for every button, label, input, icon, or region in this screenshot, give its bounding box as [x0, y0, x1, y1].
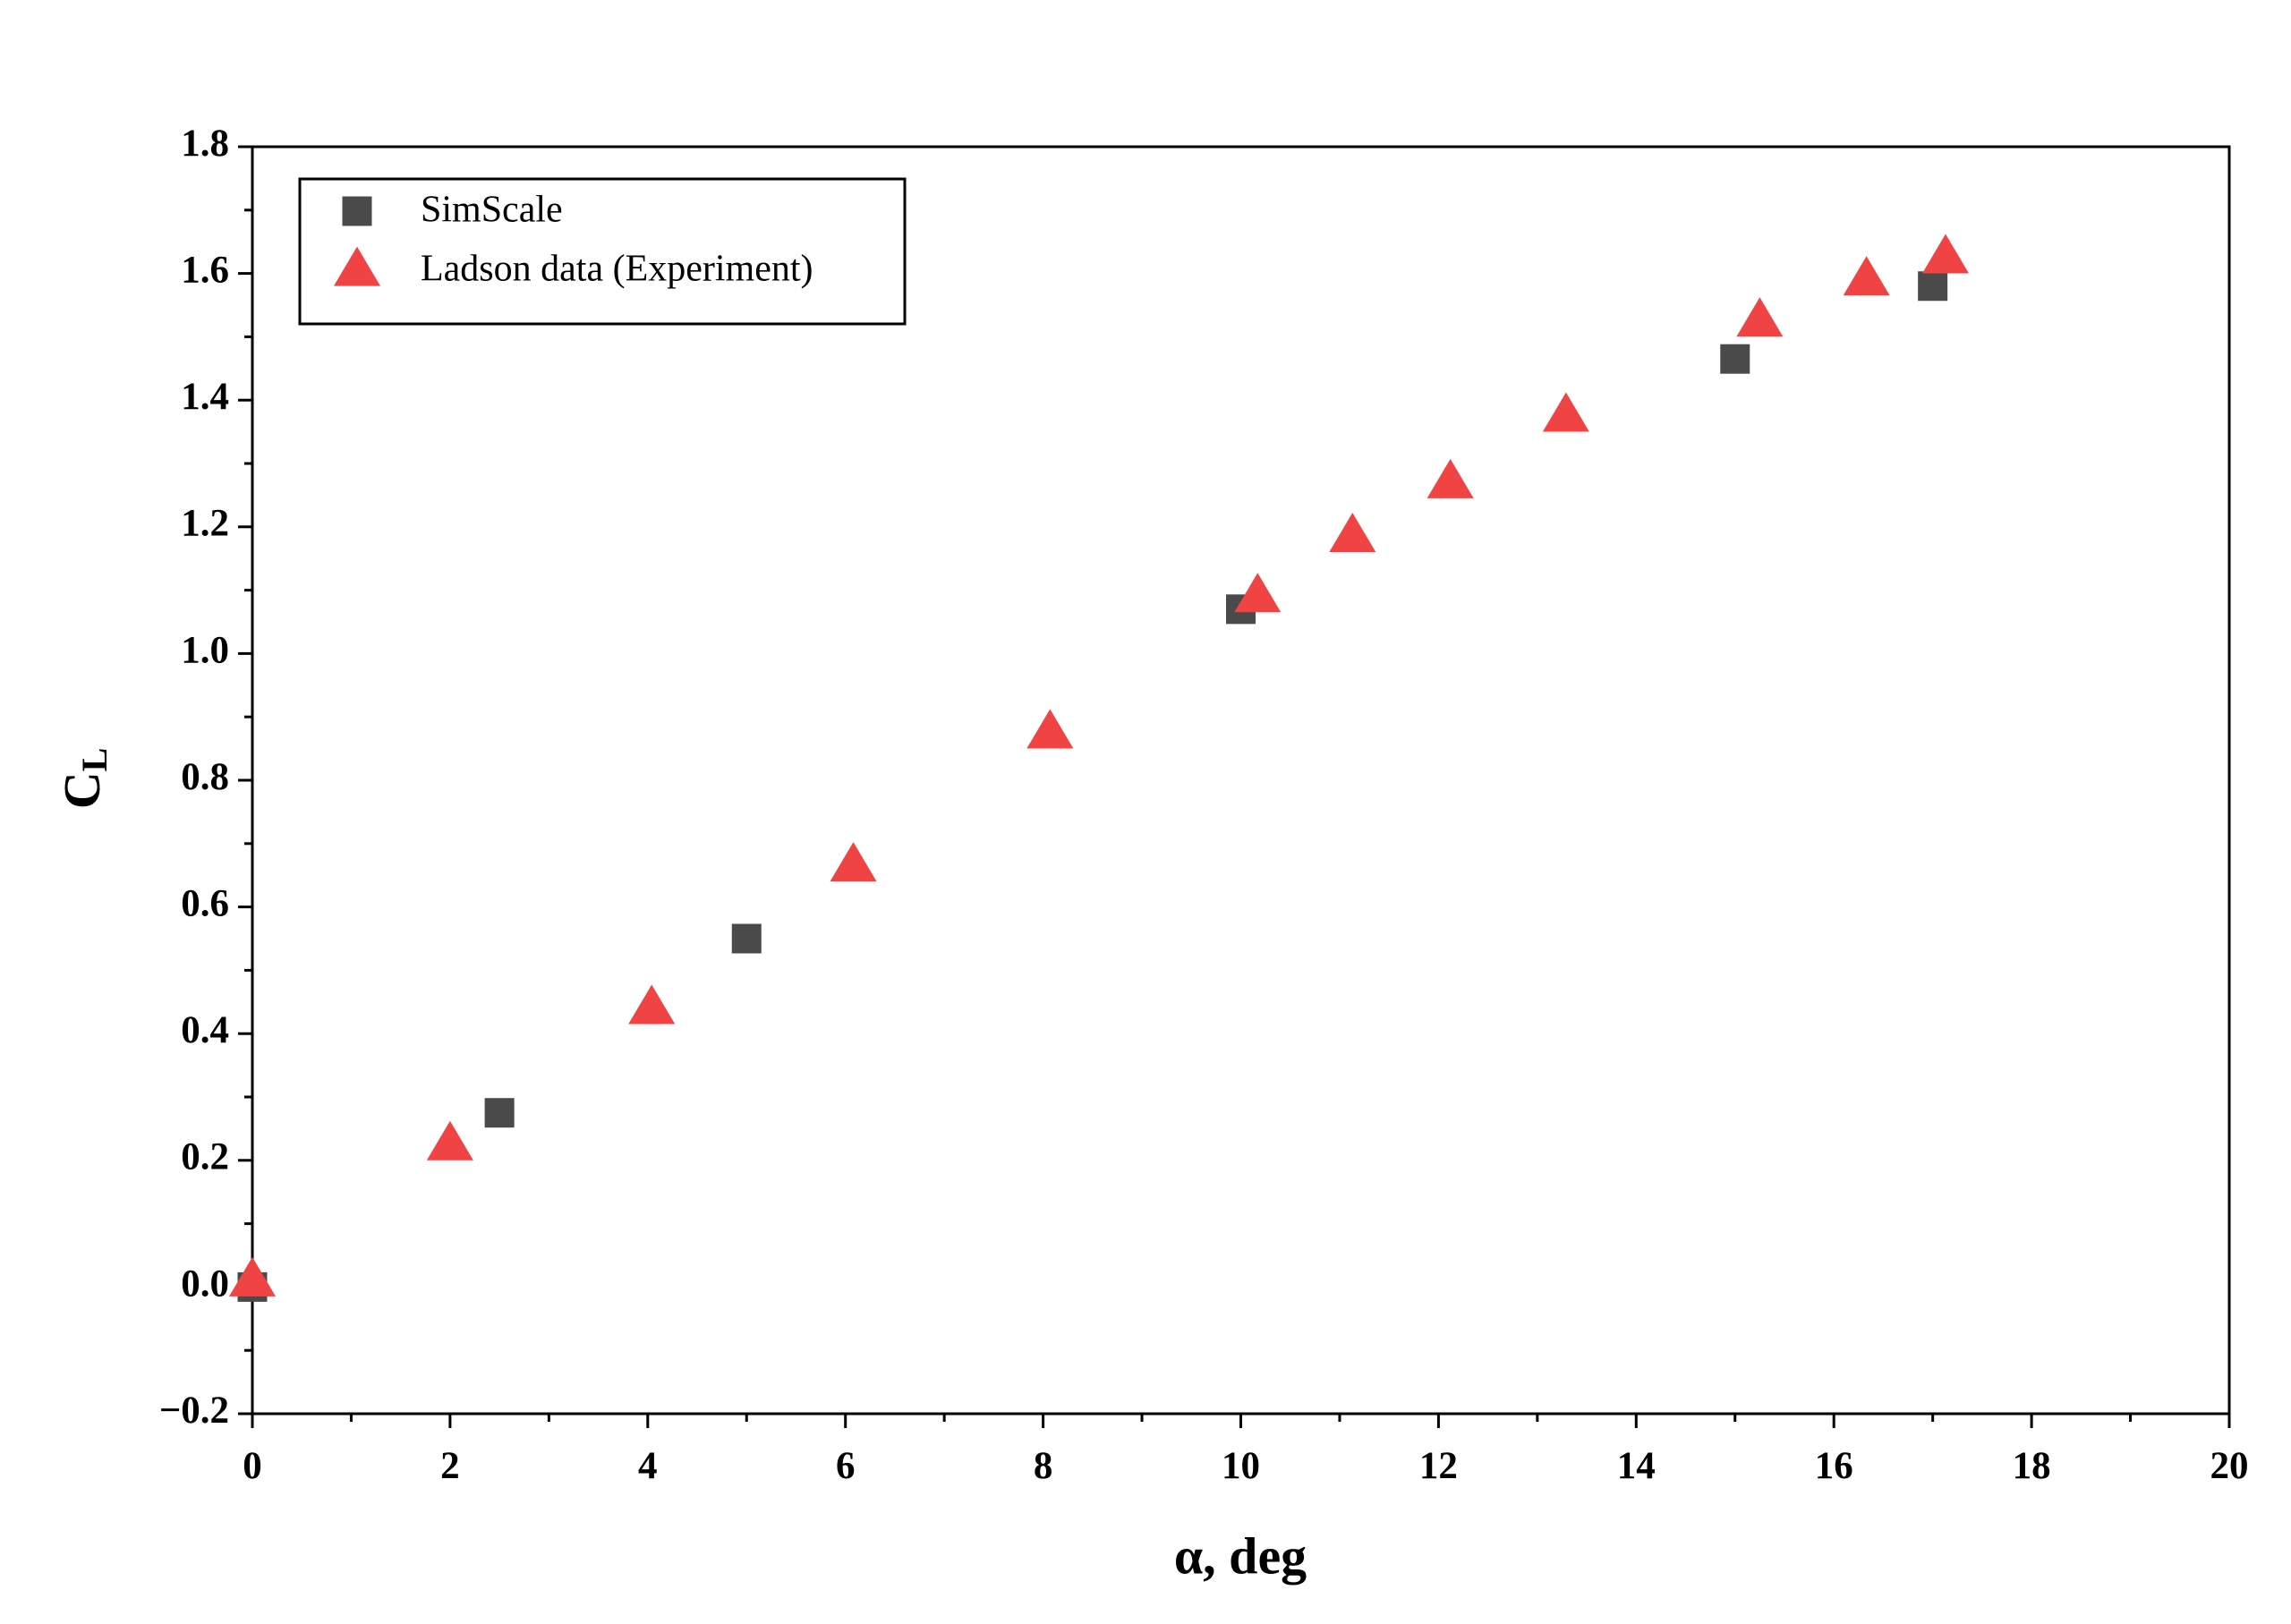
point [484, 1098, 515, 1128]
y-axis-title-sub: L [74, 748, 115, 772]
point [731, 923, 762, 954]
y-axis-title: CL [53, 748, 115, 810]
point [1234, 573, 1282, 613]
point [1026, 709, 1074, 749]
y-tick-label: 1.6 [181, 249, 229, 291]
legend-marker [334, 246, 380, 286]
y-tick-label: 0.6 [181, 882, 229, 924]
y-tick-label: 1.2 [181, 503, 229, 545]
x-tick-label: 14 [1617, 1445, 1656, 1487]
x-tick-label: 18 [2013, 1445, 2051, 1487]
y-tick-label: 0.0 [181, 1263, 229, 1305]
plot-frame [251, 145, 2231, 1416]
y-tick-label: 0.8 [181, 756, 229, 798]
x-axis-title: α, deg [1174, 1526, 1307, 1585]
x-tick-label: 0 [243, 1445, 262, 1487]
y-tick-label: 0.4 [181, 1009, 229, 1051]
point [1427, 458, 1474, 498]
x-tick-label: 16 [1815, 1445, 1853, 1487]
point [1922, 234, 1970, 274]
point [628, 984, 676, 1025]
x-tick-label: 8 [1034, 1445, 1053, 1487]
point [1843, 256, 1890, 296]
legend-label: Ladson data (Experiment) [421, 249, 813, 290]
x-tick-label: 6 [836, 1445, 856, 1487]
y-tick-label: 1.8 [181, 123, 229, 165]
y-tick-label: 1.0 [181, 629, 229, 671]
point [229, 1256, 276, 1297]
x-tick-label: 4 [638, 1445, 658, 1487]
point [1329, 513, 1376, 553]
x-tick-label: 2 [440, 1445, 460, 1487]
y-axis-title-main: C [53, 771, 111, 809]
legend-marker [342, 196, 372, 226]
point [1918, 271, 1948, 302]
point [1542, 392, 1589, 432]
point [426, 1120, 473, 1161]
point [1736, 297, 1784, 337]
point [1720, 344, 1750, 374]
point [830, 842, 877, 882]
y-tick-label: 0.2 [181, 1136, 229, 1178]
legend-box [298, 177, 907, 326]
y-tick-label: 1.4 [181, 376, 229, 418]
x-tick-label: 10 [1222, 1445, 1260, 1487]
x-tick-label: 20 [2210, 1445, 2249, 1487]
legend-label: SimScale [421, 190, 563, 231]
x-tick-label: 12 [1419, 1445, 1458, 1487]
y-tick-label: −0.2 [159, 1390, 229, 1432]
